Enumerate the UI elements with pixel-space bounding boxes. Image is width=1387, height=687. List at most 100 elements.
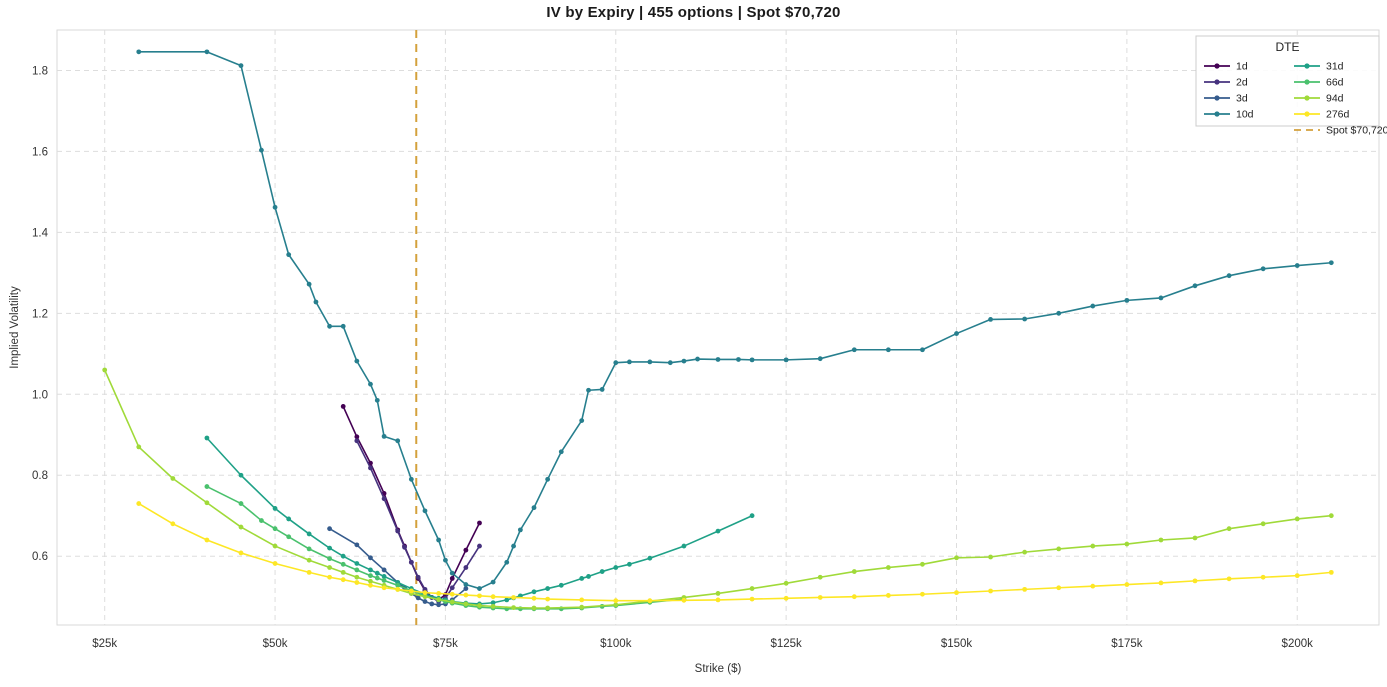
y-tick-label: 1.8 xyxy=(32,65,48,77)
y-tick-label: 1.4 xyxy=(32,227,49,239)
data-point xyxy=(238,550,244,556)
data-point xyxy=(1056,546,1062,552)
data-point xyxy=(681,358,687,364)
data-point xyxy=(885,347,891,353)
x-tick-label: $25k xyxy=(92,638,117,650)
legend-item-label: 66d xyxy=(1326,77,1344,89)
data-point xyxy=(354,580,360,585)
data-point xyxy=(286,252,292,258)
data-point xyxy=(286,516,292,522)
data-point xyxy=(204,537,210,543)
data-point xyxy=(204,49,210,55)
data-point xyxy=(449,585,455,591)
legend-item-1d[interactable]: 1d xyxy=(1204,61,1248,73)
data-point xyxy=(715,357,721,362)
legend-item-spot--70-720[interactable]: Spot $70,720 xyxy=(1294,125,1387,137)
legend-swatch-marker xyxy=(1214,79,1220,85)
legend-item-94d[interactable]: 94d xyxy=(1294,93,1344,105)
y-tick-label: 1.0 xyxy=(32,389,48,401)
series-line xyxy=(103,369,1333,609)
data-point xyxy=(463,565,469,570)
data-point xyxy=(1226,576,1232,582)
data-point xyxy=(204,435,210,441)
data-point xyxy=(1192,578,1198,584)
legend-item-31d[interactable]: 31d xyxy=(1294,61,1344,73)
data-point xyxy=(422,508,428,514)
data-point xyxy=(545,476,551,482)
series-line xyxy=(137,51,1333,590)
data-point xyxy=(545,596,551,602)
data-point xyxy=(1328,513,1334,519)
legend-item-3d[interactable]: 3d xyxy=(1204,93,1248,105)
data-point xyxy=(477,520,482,526)
data-point xyxy=(436,597,442,602)
data-point xyxy=(477,593,482,599)
data-point xyxy=(463,586,469,591)
data-point xyxy=(415,574,421,580)
plot-background xyxy=(56,29,1380,626)
data-point xyxy=(749,596,755,602)
data-point xyxy=(327,526,332,532)
data-point xyxy=(381,496,387,502)
data-point xyxy=(327,565,332,570)
data-point xyxy=(885,593,891,598)
data-point xyxy=(817,595,823,600)
data-point xyxy=(327,323,332,329)
legend-item-10d[interactable]: 10d xyxy=(1204,109,1254,121)
data-point xyxy=(422,594,428,600)
data-point xyxy=(402,544,407,550)
data-point xyxy=(558,449,564,455)
data-point xyxy=(1056,585,1062,591)
legend-item-276d[interactable]: 276d xyxy=(1294,109,1350,121)
data-point xyxy=(381,567,387,573)
data-point xyxy=(1022,586,1028,592)
data-point xyxy=(1124,541,1130,547)
data-point xyxy=(1192,283,1198,289)
data-point xyxy=(1328,569,1334,575)
legend-title: DTE xyxy=(1276,40,1300,54)
legend-item-label: 276d xyxy=(1326,109,1350,121)
data-point xyxy=(272,543,278,549)
data-point xyxy=(463,592,469,598)
data-point xyxy=(374,575,380,581)
data-point xyxy=(613,565,619,570)
data-point xyxy=(647,598,653,604)
data-point xyxy=(306,557,312,563)
legend-item-label: 3d xyxy=(1236,93,1248,105)
legend-item-2d[interactable]: 2d xyxy=(1204,77,1248,89)
y-tick-label: 0.8 xyxy=(32,470,48,482)
legend-swatch-marker xyxy=(1304,63,1310,69)
data-point xyxy=(327,556,332,562)
data-point xyxy=(238,524,244,530)
data-point xyxy=(354,567,360,573)
data-point xyxy=(715,597,721,603)
data-point xyxy=(436,537,442,543)
data-point xyxy=(272,561,278,566)
data-point xyxy=(170,476,176,481)
data-point xyxy=(599,387,605,392)
data-point xyxy=(368,582,373,588)
data-point xyxy=(449,591,455,597)
x-axis-label: Strike ($) xyxy=(695,663,742,675)
data-point xyxy=(1124,297,1130,303)
data-point xyxy=(354,358,360,364)
data-point xyxy=(436,591,442,596)
legend-item-66d[interactable]: 66d xyxy=(1294,77,1344,89)
data-point xyxy=(354,434,360,440)
data-point xyxy=(477,543,482,549)
data-point xyxy=(1158,580,1164,586)
data-point xyxy=(286,534,292,540)
legend-item-label: Spot $70,720 xyxy=(1326,125,1387,137)
data-point xyxy=(627,359,632,365)
data-point xyxy=(1022,316,1028,322)
data-point xyxy=(531,589,537,595)
data-point xyxy=(647,359,653,365)
data-point xyxy=(259,147,264,153)
data-point xyxy=(783,580,789,586)
data-point xyxy=(259,518,264,523)
data-point xyxy=(477,603,482,608)
x-tick-label: $175k xyxy=(1111,638,1143,650)
data-point xyxy=(817,356,823,362)
data-point xyxy=(368,555,373,561)
